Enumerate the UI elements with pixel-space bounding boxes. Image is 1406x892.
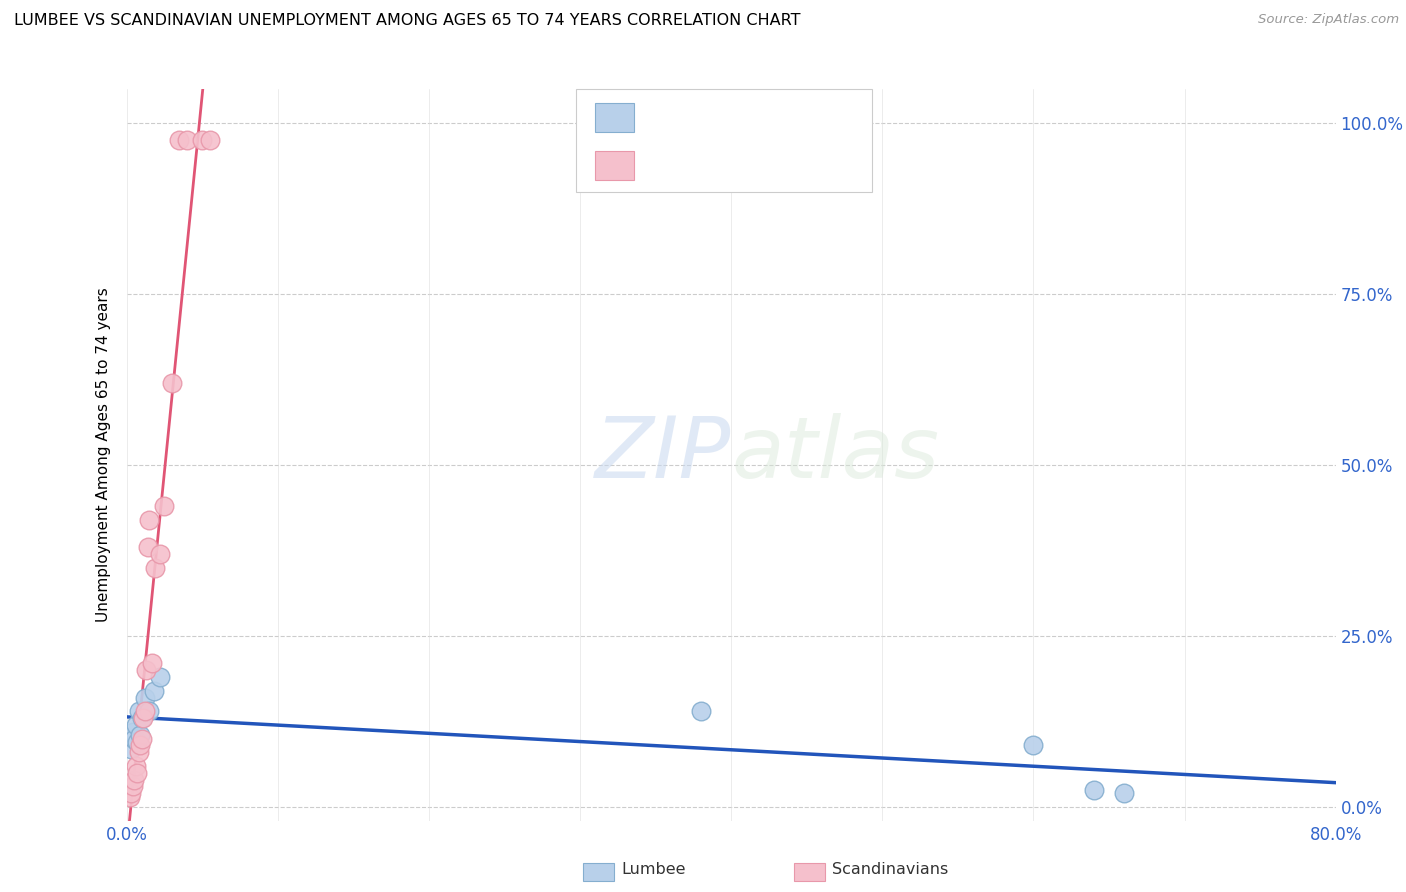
Point (136, 540, 159, 554)
Point (121, 724, 143, 739)
Point (1114, 786, 1136, 800)
Point (149, 670, 172, 684)
Point (134, 704, 156, 718)
Point (176, 133, 198, 147)
Text: Source: ZipAtlas.com: Source: ZipAtlas.com (1258, 13, 1399, 27)
Point (1022, 739, 1045, 753)
Point (153, 499, 176, 513)
Text: Scandinavians: Scandinavians (832, 863, 949, 877)
Text: Lumbee: Lumbee (621, 863, 686, 877)
Point (198, 133, 221, 147)
Point (138, 704, 160, 718)
Point (142, 683, 165, 698)
Point (132, 711, 155, 725)
Point (129, 728, 152, 742)
Text: R =   0.818   N = 23: R = 0.818 N = 23 (644, 158, 837, 173)
Point (138, 513, 160, 527)
Point (128, 704, 150, 718)
Text: LUMBEE VS SCANDINAVIAN UNEMPLOYMENT AMONG AGES 65 TO 74 YEARS CORRELATION CHART: LUMBEE VS SCANDINAVIAN UNEMPLOYMENT AMON… (14, 13, 800, 29)
Point (122, 772, 145, 787)
Point (121, 780, 143, 794)
Point (124, 718, 146, 732)
Point (131, 711, 153, 725)
Text: atlas: atlas (731, 413, 939, 497)
Point (118, 789, 141, 804)
Point (689, 704, 711, 718)
Point (135, 663, 157, 677)
Point (124, 759, 146, 773)
Point (1083, 783, 1105, 797)
Point (120, 786, 142, 800)
Point (122, 731, 145, 746)
Text: ZIP: ZIP (595, 413, 731, 497)
Point (149, 547, 172, 561)
Point (127, 735, 149, 749)
Point (120, 742, 142, 756)
Point (169, 133, 191, 147)
Point (129, 739, 152, 753)
Point (160, 376, 183, 391)
Point (131, 731, 153, 746)
Text: R = -0.040   N = 16: R = -0.040 N = 16 (644, 110, 827, 125)
Y-axis label: Unemployment Among Ages 65 to 74 years: Unemployment Among Ages 65 to 74 years (96, 287, 111, 623)
Point (143, 560, 166, 574)
Point (128, 745, 150, 759)
Point (127, 765, 149, 780)
Point (191, 133, 214, 147)
Point (134, 690, 156, 705)
Point (141, 657, 163, 671)
